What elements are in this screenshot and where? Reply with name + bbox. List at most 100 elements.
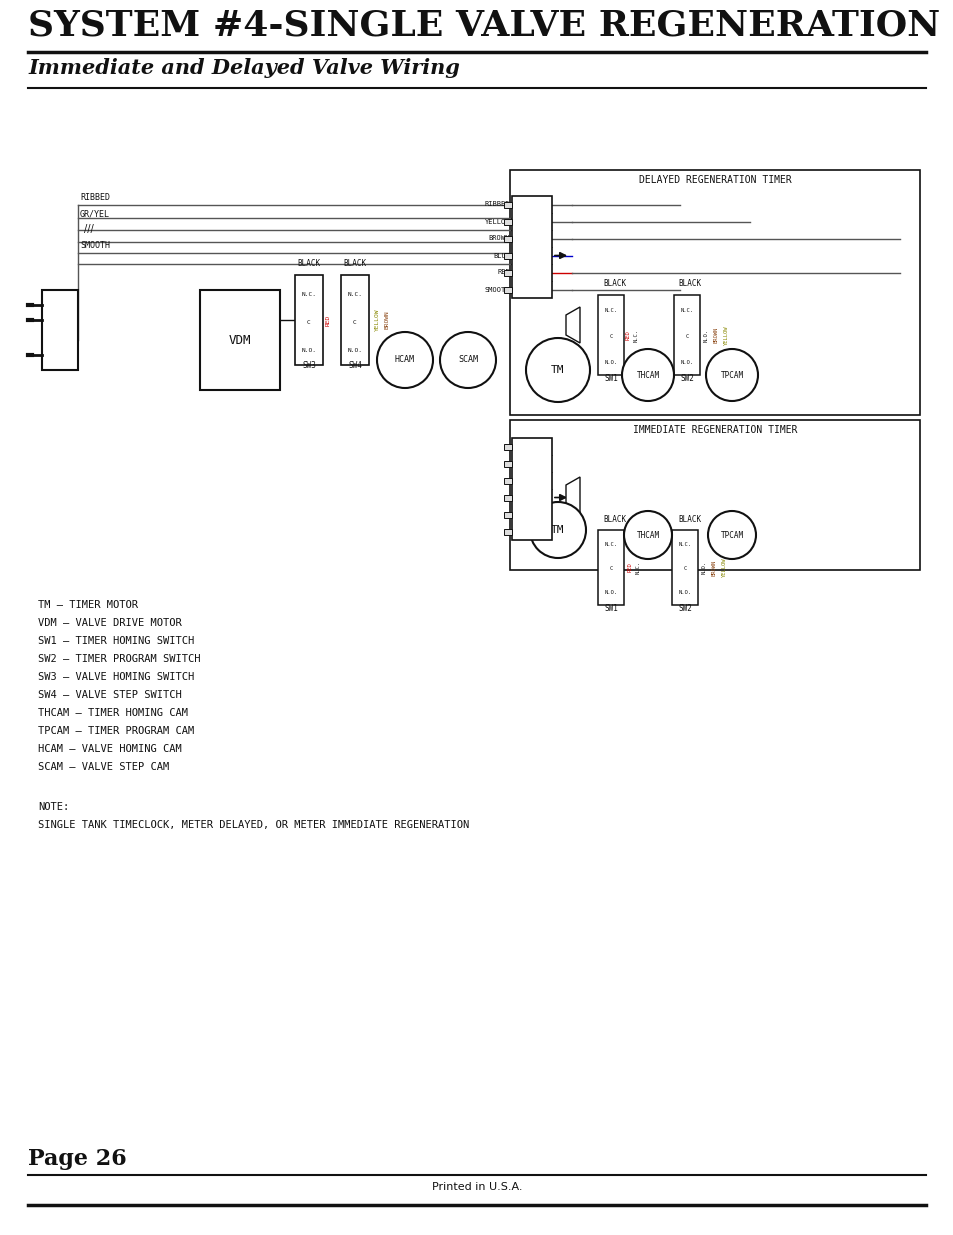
Text: C: C (609, 335, 612, 340)
Text: YELLOW: YELLOW (520, 461, 546, 467)
Text: IMMEDIATE REGENERATION TIMER: IMMEDIATE REGENERATION TIMER (632, 425, 797, 435)
Text: BROWN: BROWN (713, 327, 718, 343)
Bar (503, 494, 512, 500)
Text: SW2: SW2 (678, 604, 691, 613)
Text: BLACK: BLACK (523, 287, 544, 293)
Bar (503, 443, 512, 450)
Bar (512, 438, 552, 540)
Text: BROWN: BROWN (711, 559, 716, 576)
Text: BLACK: BLACK (678, 279, 700, 288)
Text: SCAM: SCAM (457, 356, 477, 364)
Polygon shape (565, 477, 579, 513)
Bar (503, 287, 512, 293)
Text: RIBBED: RIBBED (80, 193, 110, 201)
Text: YELLOW: YELLOW (484, 219, 510, 225)
Text: RED: RED (527, 511, 539, 517)
Text: HCAM – VALVE HOMING CAM: HCAM – VALVE HOMING CAM (38, 743, 182, 755)
Text: YELLOW: YELLOW (720, 558, 726, 577)
Bar (503, 461, 512, 467)
Bar (673, 295, 700, 375)
Text: C: C (609, 567, 612, 572)
Circle shape (525, 338, 589, 403)
Text: Printed in U.S.A.: Printed in U.S.A. (432, 1182, 521, 1192)
Text: BLACK: BLACK (523, 529, 544, 535)
Text: BLACK: BLACK (343, 258, 366, 268)
Text: BROWN: BROWN (523, 478, 544, 483)
Text: RED: RED (325, 315, 330, 326)
Text: TM: TM (551, 366, 564, 375)
Text: BROWN: BROWN (523, 236, 544, 242)
Text: N.C.: N.C. (633, 329, 638, 342)
Circle shape (439, 332, 496, 388)
Text: NOTE:: NOTE: (38, 802, 70, 811)
Bar (503, 269, 512, 275)
Text: N.O.: N.O. (604, 361, 617, 366)
Text: N.O.: N.O. (678, 590, 691, 595)
Text: Immediate and Delayed Valve Wiring: Immediate and Delayed Valve Wiring (28, 58, 459, 78)
Text: BLACK: BLACK (603, 279, 626, 288)
Bar (503, 511, 512, 517)
Text: SW3 – VALVE HOMING SWITCH: SW3 – VALVE HOMING SWITCH (38, 672, 194, 682)
Text: N.C.: N.C. (301, 291, 316, 296)
Bar (503, 236, 512, 242)
Text: SW4 – VALVE STEP SWITCH: SW4 – VALVE STEP SWITCH (38, 690, 182, 700)
Bar (503, 529, 512, 535)
Text: N.O.: N.O. (700, 561, 706, 574)
Bar (503, 252, 512, 258)
Text: THCAM – TIMER HOMING CAM: THCAM – TIMER HOMING CAM (38, 708, 188, 718)
Bar (598, 530, 623, 605)
Text: BLACK: BLACK (297, 258, 320, 268)
Text: DELAYED REGENERATION TIMER: DELAYED REGENERATION TIMER (638, 175, 791, 185)
Text: THCAM: THCAM (636, 531, 659, 540)
Text: RED: RED (625, 330, 630, 340)
Bar (42, 290, 78, 370)
Text: BROWN: BROWN (488, 236, 510, 242)
Circle shape (530, 501, 585, 558)
Text: RED: RED (497, 269, 510, 275)
Circle shape (705, 350, 758, 401)
Text: SW4: SW4 (348, 361, 361, 370)
Bar (294, 275, 323, 366)
Bar (503, 219, 512, 225)
Circle shape (621, 350, 673, 401)
Text: GR/YEL: GR/YEL (80, 210, 110, 219)
Text: YELLOW: YELLOW (722, 325, 728, 345)
Text: N.C.: N.C. (604, 542, 617, 547)
Text: RED: RED (527, 269, 539, 275)
Text: VDM – VALVE DRIVE MOTOR: VDM – VALVE DRIVE MOTOR (38, 618, 182, 629)
Polygon shape (565, 308, 579, 343)
Text: N.C.: N.C. (635, 561, 639, 574)
Text: BLUE: BLUE (215, 301, 224, 320)
Text: N.O.: N.O. (301, 347, 316, 352)
Text: TM – TIMER MOTOR: TM – TIMER MOTOR (38, 600, 138, 610)
Text: BLUE: BLUE (493, 252, 510, 258)
Text: BLUE: BLUE (525, 494, 542, 500)
Text: SW1: SW1 (603, 374, 618, 383)
Text: Page 26: Page 26 (28, 1149, 127, 1170)
Text: SW2 – TIMER PROGRAM SWITCH: SW2 – TIMER PROGRAM SWITCH (38, 655, 200, 664)
Text: SINGLE TANK TIMECLOCK, METER DELAYED, OR METER IMMEDIATE REGENERATION: SINGLE TANK TIMECLOCK, METER DELAYED, OR… (38, 820, 469, 830)
Bar (598, 295, 623, 375)
Text: N.C.: N.C. (678, 542, 691, 547)
Text: SW2: SW2 (679, 374, 693, 383)
Text: N.O.: N.O. (679, 361, 693, 366)
Text: BLACK: BLACK (678, 515, 700, 525)
Text: YELLOW: YELLOW (375, 309, 379, 331)
Bar (510, 420, 919, 571)
Text: TPCAM: TPCAM (720, 531, 742, 540)
Bar (671, 530, 698, 605)
Text: SW1: SW1 (603, 604, 618, 613)
Text: TPCAM – TIMER PROGRAM CAM: TPCAM – TIMER PROGRAM CAM (38, 726, 194, 736)
Text: N.C.: N.C. (679, 309, 693, 314)
Text: N.C.: N.C. (347, 291, 362, 296)
Text: BLUE: BLUE (525, 252, 542, 258)
Text: C: C (307, 320, 311, 325)
Text: VDM: VDM (229, 333, 251, 347)
Text: SYSTEM #4-SINGLE VALVE REGENERATION: SYSTEM #4-SINGLE VALVE REGENERATION (28, 7, 940, 42)
Text: RIBBED: RIBBED (484, 201, 510, 207)
Text: RED: RED (627, 563, 632, 572)
Text: TM: TM (551, 525, 564, 535)
Text: SMOOTH: SMOOTH (80, 242, 110, 251)
Text: C: C (684, 335, 688, 340)
Text: C: C (353, 320, 356, 325)
